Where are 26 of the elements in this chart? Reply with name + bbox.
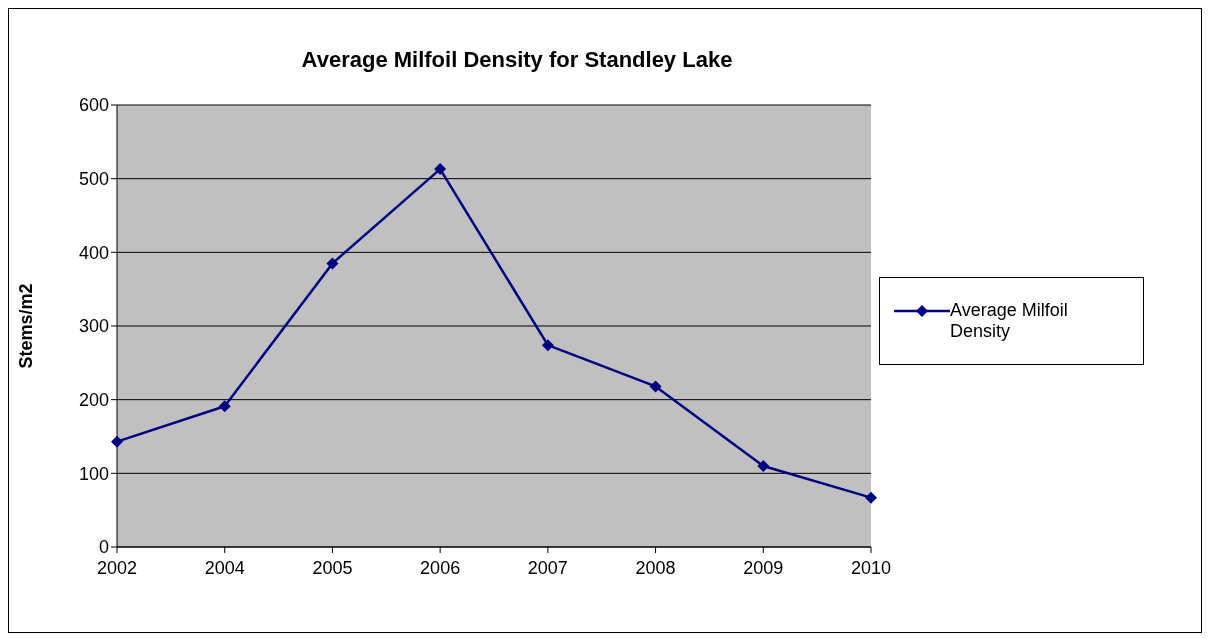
y-tick-label: 100	[78, 463, 109, 484]
y-tick-label: 400	[78, 242, 109, 263]
point	[757, 459, 770, 472]
point	[865, 491, 877, 504]
point	[111, 435, 123, 448]
x-tick-label: 2010	[850, 557, 892, 578]
point	[541, 339, 554, 352]
y-tick-label: 600	[78, 95, 109, 116]
point	[649, 380, 662, 393]
y-tick-label: 0	[98, 537, 109, 558]
x-tick-label: 2002	[96, 557, 138, 578]
y-tick-label: 300	[78, 316, 109, 337]
point	[326, 257, 339, 270]
y-tick-label: 500	[78, 169, 109, 190]
chart-title: Average Milfoil Density for Standley Lake	[300, 47, 734, 73]
x-tick-label: 2008	[635, 557, 676, 578]
x-tick-label: 2007	[527, 557, 568, 578]
x-tick-label: 2005	[312, 557, 353, 578]
x-tick-label: 2006	[420, 557, 461, 578]
y-tick-label: 200	[78, 390, 109, 411]
x-tick-label: 2009	[743, 557, 784, 578]
x-tick-label: 2004	[204, 557, 245, 578]
legend-label: Average Milfoil Density	[950, 299, 1069, 342]
point	[434, 163, 447, 176]
y-axis-title: Stems/m2	[16, 283, 37, 369]
point	[218, 400, 231, 413]
